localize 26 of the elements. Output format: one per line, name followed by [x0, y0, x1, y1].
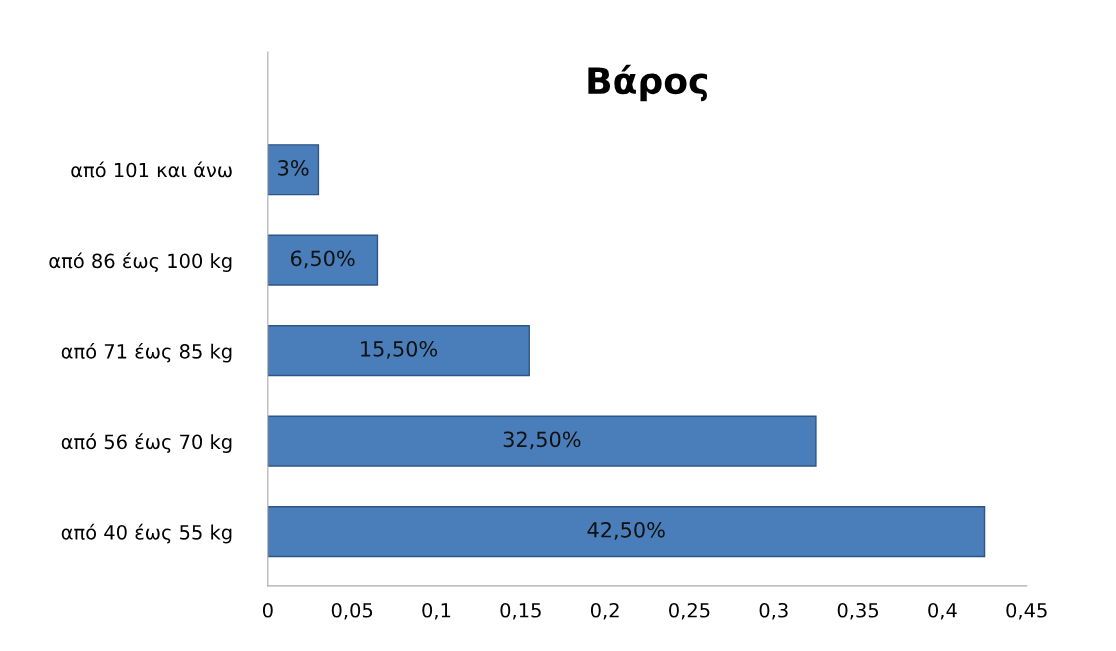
x-tick-label: 0,35	[837, 602, 879, 620]
x-tick-label: 0,3	[759, 602, 788, 620]
y-tick-label: από 86 έως 100 kg	[49, 252, 232, 273]
x-tick-label: 0,05	[331, 602, 373, 620]
bar	[267, 325, 530, 377]
x-tick-label: 0,2	[590, 602, 619, 620]
x-tick-label: 0,15	[500, 602, 541, 620]
x-tick-label: 0,4	[928, 602, 957, 620]
y-tick-label: από 40 έως 55 kg	[61, 523, 232, 544]
data-label: 15,50%	[361, 340, 438, 359]
chart-title: Βάρος	[588, 64, 708, 102]
x-tick-label: 0,45	[1006, 602, 1047, 620]
x-tick-label: 0	[262, 602, 273, 618]
data-label: 3%	[278, 159, 309, 176]
bar	[267, 415, 817, 467]
bar	[267, 144, 320, 196]
y-tick-label: από 71 έως 85 kg	[61, 342, 232, 363]
data-label: 6,50%	[291, 250, 355, 269]
bar	[267, 506, 986, 558]
y-tick-label: από 56 έως 70 kg	[61, 433, 232, 453]
y-tick-label: από 101 και άνω	[71, 161, 232, 178]
data-label: 42,50%	[587, 521, 665, 540]
x-tick-label: 0,1	[422, 602, 451, 620]
bar	[267, 234, 379, 286]
data-label: 32,50%	[503, 431, 581, 450]
x-tick-label: 0,25	[669, 602, 710, 620]
